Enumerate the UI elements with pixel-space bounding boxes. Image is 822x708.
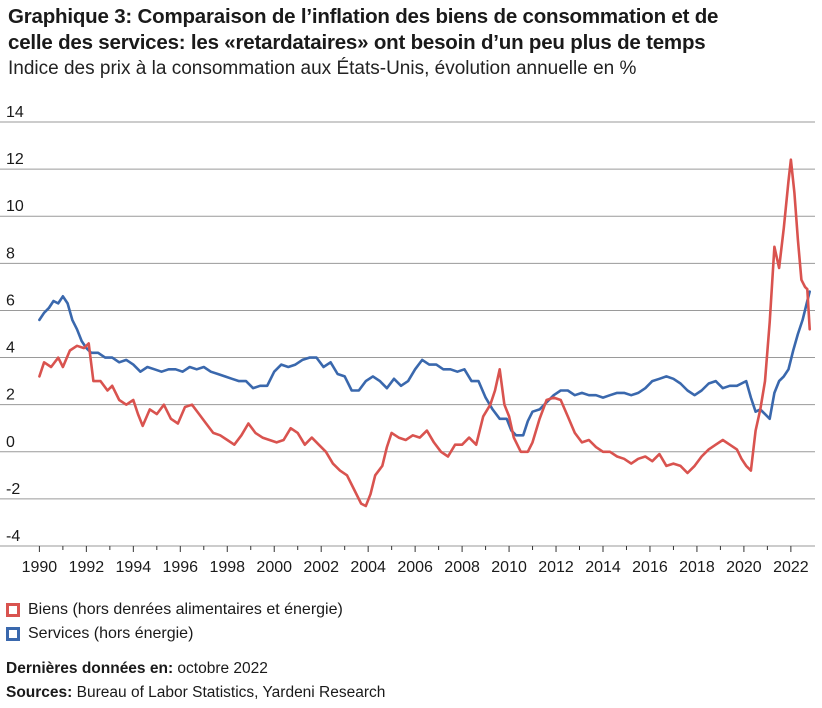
- x-axis-labels: 1990 1992 1994 1996 1998 2000 2002 2004 2006 2008…: [22, 559, 809, 576]
- last-data-value: octobre 2022: [177, 660, 268, 677]
- y-axis-labels: -4 -2 0 2 4 6 8 10 12 14: [6, 104, 24, 545]
- x-tick-label-1998: 1998: [209, 559, 245, 576]
- y-tick-label-0: 0: [6, 434, 15, 451]
- sources-value: Bureau of Labor Statistics, Yardeni Rese…: [76, 684, 386, 701]
- chart-title-line-1: Graphique 3: Comparaison de l’inflation …: [8, 5, 719, 28]
- y-tick-label-2: 2: [6, 387, 15, 404]
- legend-swatch-goods: [6, 603, 20, 617]
- last-data-label: Dernières données en:: [6, 660, 174, 677]
- x-tick-label-1990: 1990: [22, 559, 58, 576]
- series-line-goods: [38, 158, 811, 508]
- y-tick-label-12: 12: [6, 151, 24, 168]
- chart-series: [38, 158, 811, 508]
- x-tick-label-1996: 1996: [162, 559, 198, 576]
- x-tick-label-2020: 2020: [726, 559, 762, 576]
- y-tick-label--2: -2: [6, 481, 20, 498]
- x-tick-label-2004: 2004: [350, 559, 386, 576]
- chart-title-line-2: celle des services: les «retardataires» …: [8, 31, 706, 54]
- chart-grid: [0, 121, 815, 547]
- x-tick-label-1994: 1994: [116, 559, 152, 576]
- chart-subtitle: Indice des prix à la consommation aux Ét…: [8, 58, 637, 79]
- footer-sources: Sources: Bureau of Labor Statistics, Yar…: [6, 684, 385, 702]
- y-tick-label-10: 10: [6, 198, 24, 215]
- footer-last-data: Dernières données en: octobre 2022: [6, 660, 268, 678]
- x-tick-label-2012: 2012: [538, 559, 574, 576]
- x-tick-label-2022: 2022: [773, 559, 809, 576]
- x-tick-label-2002: 2002: [303, 559, 339, 576]
- y-tick-label-14: 14: [6, 104, 24, 121]
- legend-item-services: Services (hors énergie): [6, 622, 343, 646]
- y-tick-label-4: 4: [6, 340, 15, 357]
- x-tick-label-2000: 2000: [256, 559, 292, 576]
- line-chart: -4 -2 0 2 4 6 8 10 12 14 1990 1992 1994 1996 1998 2000…: [0, 104, 815, 576]
- x-tick-label-2010: 2010: [491, 559, 527, 576]
- x-tick-label-1992: 1992: [69, 559, 105, 576]
- y-tick-label-6: 6: [6, 292, 15, 309]
- legend-label-services: Services (hors énergie): [28, 625, 194, 642]
- series-line-services: [38, 290, 811, 437]
- legend-item-goods: Biens (hors denrées alimentaires et éner…: [6, 598, 343, 622]
- legend-label-goods: Biens (hors denrées alimentaires et éner…: [28, 601, 343, 618]
- chart-legend: Biens (hors denrées alimentaires et éner…: [6, 598, 343, 646]
- chart-title: Graphique 3: Comparaison de l’inflation …: [8, 4, 818, 56]
- x-tick-label-2008: 2008: [444, 559, 480, 576]
- x-tick-label-2006: 2006: [397, 559, 433, 576]
- y-tick-label--4: -4: [6, 528, 20, 545]
- legend-swatch-services: [6, 627, 20, 641]
- x-tick-label-2016: 2016: [632, 559, 668, 576]
- x-axis-ticks: [38, 546, 792, 552]
- y-tick-label-8: 8: [6, 245, 15, 262]
- sources-label: Sources:: [6, 684, 73, 701]
- x-tick-label-2014: 2014: [585, 559, 621, 576]
- x-tick-label-2018: 2018: [679, 559, 715, 576]
